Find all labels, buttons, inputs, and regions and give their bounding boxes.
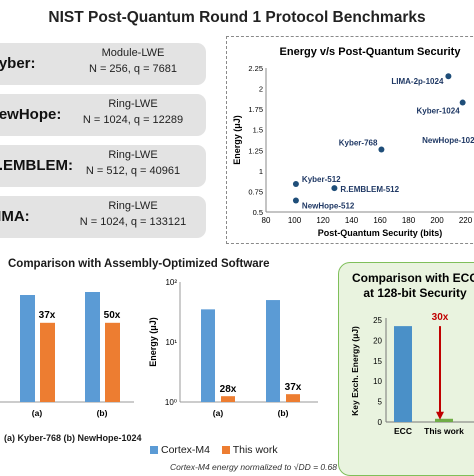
energy-bar-this-work <box>221 396 235 402</box>
protocol-family: Module-LWE <box>101 47 165 59</box>
page-title: NIST Post-Quantum Round 1 Protocol Bench… <box>48 9 426 26</box>
assembly-bar-this-work <box>105 322 120 402</box>
protocol-name: Kyber: <box>0 55 36 72</box>
ecc-y-tick-label: 0 <box>378 418 383 427</box>
ecc-title-line-1: Comparison with ECC <box>352 271 474 285</box>
scatter-point <box>331 185 338 192</box>
energy-bar-this-work <box>286 394 300 402</box>
legend-label-this-work: This work <box>232 444 278 456</box>
scatter-point <box>292 181 299 188</box>
assembly-bar-cortex <box>20 295 35 402</box>
protocol-params: N = 1024, q = 12289 <box>82 114 184 126</box>
protocol-name: NewHope: <box>0 106 62 123</box>
protocol-card-remblem: R.EMBLEM: Ring-LWE N = 512, q = 40961 <box>0 145 206 187</box>
scatter-point-label: NewHope-1024 <box>422 136 474 145</box>
legend-swatch-this-work <box>221 446 230 455</box>
protocol-family: Ring-LWE <box>108 149 158 161</box>
scatter-x-tick-label: 180 <box>402 216 416 225</box>
legend-swatch-cortex <box>150 446 158 455</box>
ecc-reduction-annotation: 30x <box>432 312 449 323</box>
scatter-y-tick-label: 0.75 <box>248 187 263 196</box>
ecc-x-tick-label: This work <box>424 426 464 436</box>
scatter-x-tick-label: 120 <box>316 216 330 225</box>
ecc-y-axis-label: Key Exch. Energy (μJ) <box>350 326 360 416</box>
energy-bar-annotation: 37x <box>285 382 302 393</box>
scatter-x-tick-label: 220 <box>459 216 473 225</box>
scatter-x-tick-label: 100 <box>288 216 302 225</box>
energy-y-tick-label: 10¹ <box>165 338 177 347</box>
scatter-x-tick-label: 200 <box>430 216 444 225</box>
assembly-bar-cortex <box>85 292 100 402</box>
energy-bar-annotation: 28x <box>220 384 237 395</box>
legend-label-cortex: Cortex-M4 <box>161 444 211 456</box>
scatter-chart-frame <box>226 36 474 244</box>
energy-bar-cortex <box>266 300 280 402</box>
scatter-point-label: Kyber-512 <box>302 175 341 184</box>
scatter-point <box>445 73 452 80</box>
scatter-point-label: Kyber-1024 <box>417 107 461 116</box>
protocol-family: Ring-LWE <box>108 98 158 110</box>
scatter-y-tick-label: 1.75 <box>248 105 263 114</box>
scatter-point <box>292 197 299 204</box>
ecc-y-tick-label: 20 <box>373 336 382 345</box>
protocol-params: N = 512, q = 40961 <box>85 165 181 177</box>
assembly-bar-annotation: 50x <box>104 310 121 321</box>
energy-bar-cortex <box>201 309 215 402</box>
scatter-y-tick-label: 2 <box>259 85 263 94</box>
protocol-name: R.EMBLEM: <box>0 157 73 174</box>
scatter-y-tick-label: 1 <box>259 167 263 176</box>
protocol-card-lima: LIMA: Ring-LWE N = 1024, q = 133121 <box>0 196 206 238</box>
assembly-x-tick-label: (a) <box>32 408 43 418</box>
assembly-bar-annotation: 37x <box>39 310 56 321</box>
ecc-bar <box>394 326 412 422</box>
protocol-card-kyber: Kyber: Module-LWE N = 256, q = 7681 <box>0 43 206 85</box>
ecc-title-line-2: at 128-bit Security <box>363 286 467 300</box>
footnote: Cortex-M4 energy normalized to √DD = 0.6… <box>170 462 345 472</box>
ecc-y-tick-label: 25 <box>373 316 382 325</box>
assembly-x-tick-label: (b) <box>97 408 108 418</box>
energy-y-tick-label: 10² <box>165 278 177 287</box>
scatter-point-label: R.EMBLEM-512 <box>340 185 399 194</box>
protocol-family: Ring-LWE <box>108 200 158 212</box>
scatter-x-tick-label: 160 <box>373 216 387 225</box>
energy-x-tick-label: (b) <box>278 408 289 418</box>
ecc-reduction-arrow-head <box>436 411 444 420</box>
protocol-name: LIMA: <box>0 208 30 225</box>
energy-y-axis-label: Energy (μJ) <box>148 317 158 367</box>
protocol-card-newhope: NewHope: Ring-LWE N = 1024, q = 12289 <box>0 94 206 136</box>
scatter-y-axis-label: Energy (μJ) <box>232 115 242 165</box>
ecc-y-tick-label: 10 <box>373 377 382 386</box>
assembly-bar-this-work <box>40 322 55 402</box>
scatter-point-label: NewHope-512 <box>302 201 355 210</box>
subcaption: (a) Kyber-768 (b) NewHope-1024 <box>4 433 142 443</box>
protocol-params: N = 1024, q = 133121 <box>79 216 187 228</box>
protocol-params: N = 256, q = 7681 <box>88 63 178 75</box>
scatter-x-axis-label: Post-Quantum Security (bits) <box>318 228 443 238</box>
scatter-title: Energy v/s Post-Quantum Security <box>280 46 462 58</box>
energy-x-tick-label: (a) <box>213 408 224 418</box>
scatter-point <box>459 99 466 106</box>
ecc-bar <box>435 418 453 422</box>
ecc-x-tick-label: ECC <box>394 426 412 436</box>
scatter-y-tick-label: 1.5 <box>253 126 263 135</box>
scatter-point-label: Kyber-768 <box>339 138 378 147</box>
scatter-point-label: LIMA-2p-1024 <box>391 77 444 86</box>
legend: Cortex-M4 This work <box>150 444 278 456</box>
scatter-point <box>378 146 385 153</box>
assembly-comparison-title: Comparison with Assembly-Optimized Softw… <box>8 258 270 270</box>
ecc-y-tick-label: 5 <box>378 398 383 407</box>
scatter-y-tick-label: 0.5 <box>253 208 263 217</box>
scatter-y-tick-label: 2.25 <box>248 64 263 73</box>
scatter-x-tick-label: 80 <box>262 216 271 225</box>
scatter-x-tick-label: 140 <box>345 216 359 225</box>
scatter-y-tick-label: 1.25 <box>248 146 263 155</box>
energy-y-tick-label: 10⁰ <box>165 398 177 407</box>
ecc-y-tick-label: 15 <box>373 357 382 366</box>
